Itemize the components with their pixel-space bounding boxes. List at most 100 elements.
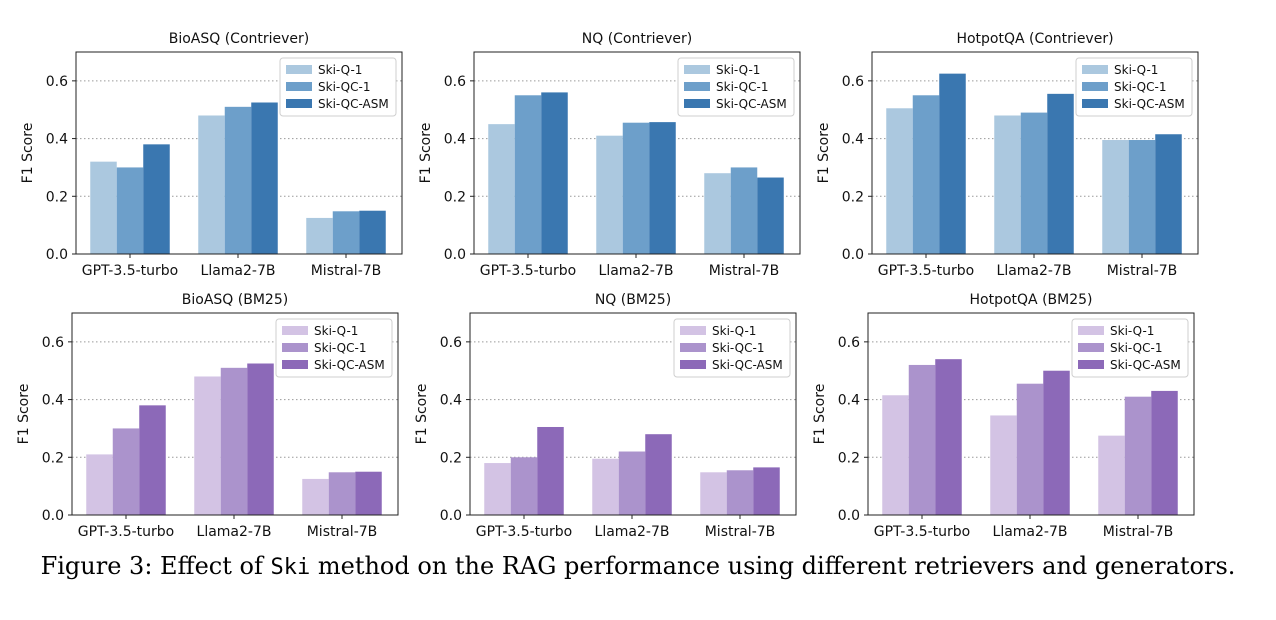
legend-swatch [282, 326, 308, 335]
bar-ski-qc-asm-mistral-7b [359, 210, 386, 254]
figure-3-chart-grid: BioASQ (Contriever) 0.0 0.2 0.4 0.6 F1 Score G… [16, 31, 1199, 540]
bar-ski-qc-1-llama2-7b [220, 367, 248, 515]
legend-swatch [1082, 99, 1108, 108]
bar-ski-qc-1-mistral-7b [332, 211, 360, 254]
bar-ski-qc-1-gpt-3-5-turbo [112, 428, 140, 515]
legend-label: Ski-QC-1 [1114, 80, 1166, 94]
bar-ski-qc-1-gpt-3-5-turbo [510, 457, 538, 515]
bar-ski-q-1-mistral-7b [1102, 140, 1129, 254]
y-tick-label: 0.6 [46, 74, 68, 90]
x-tick-label: GPT-3.5-turbo [878, 263, 975, 279]
bar-ski-qc-asm-gpt-3-5-turbo [541, 92, 568, 255]
bar-ski-q-1-llama2-7b [596, 135, 623, 254]
bar-ski-q-1-llama2-7b [592, 458, 619, 515]
y-tick-label: 0.6 [440, 335, 462, 351]
legend-label: Ski-QC-ASM [1114, 97, 1185, 111]
x-tick-label: Llama2-7B [993, 524, 1068, 540]
bar-ski-qc-1-gpt-3-5-turbo [116, 167, 144, 254]
y-tick-label: 0.6 [838, 335, 860, 351]
x-tick-label: GPT-3.5-turbo [874, 524, 971, 540]
bar-ski-qc-1-mistral-7b [726, 470, 754, 515]
x-tick-label: Llama2-7B [599, 263, 674, 279]
legend-label: Ski-Q-1 [318, 63, 362, 77]
y-axis-label: F1 Score [418, 123, 434, 184]
legend-label: Ski-QC-1 [1110, 341, 1162, 355]
y-tick-label: 0.4 [842, 132, 864, 148]
legend-label: Ski-QC-1 [712, 341, 764, 355]
x-tick-label: GPT-3.5-turbo [476, 524, 573, 540]
legend-label: Ski-QC-ASM [716, 97, 787, 111]
bar-ski-q-1-mistral-7b [1098, 435, 1125, 515]
axes-frame [75, 51, 403, 255]
caption-suffix: method on the RAG performance using diff… [310, 552, 1236, 580]
bar-ski-qc-1-gpt-3-5-turbo [908, 364, 936, 515]
chart-panel-1: BioASQ (Contriever) 0.0 0.2 0.4 0.6 F1 Score G… [20, 31, 403, 279]
x-tick-label: Llama2-7B [595, 524, 670, 540]
bar-ski-q-1-gpt-3-5-turbo [886, 108, 913, 255]
legend-label: Ski-QC-ASM [1110, 358, 1181, 372]
bar-ski-qc-asm-gpt-3-5-turbo [939, 73, 966, 255]
x-tick-label: Mistral-7B [705, 524, 776, 540]
x-tick-label: GPT-3.5-turbo [480, 263, 577, 279]
bar-ski-qc-asm-mistral-7b [757, 177, 784, 254]
y-tick-label: 0.2 [440, 450, 462, 466]
legend: Ski-Q-1 Ski-QC-1 Ski-QC-ASM [1071, 318, 1189, 378]
y-tick-label: 0.0 [838, 508, 860, 524]
y-tick-label: 0.0 [842, 247, 864, 263]
caption-code: Ski [270, 555, 311, 580]
bar-ski-qc-asm-llama2-7b [251, 102, 278, 254]
bar-ski-qc-1-gpt-3-5-turbo [912, 95, 940, 255]
chart-title: HotpotQA (Contriever) [956, 31, 1113, 47]
figure-caption: Figure 3: Effect of Ski method on the RA… [0, 552, 1276, 580]
chart-title: NQ (Contriever) [582, 31, 692, 47]
bar-ski-qc-1-llama2-7b [1016, 383, 1044, 515]
y-tick-label: 0.4 [42, 393, 64, 409]
bar-ski-qc-asm-gpt-3-5-turbo [139, 405, 166, 515]
caption-prefix: Figure 3: Effect of [40, 552, 271, 580]
bar-ski-qc-asm-llama2-7b [645, 434, 672, 515]
bar-ski-qc-1-gpt-3-5-turbo [514, 95, 542, 255]
bar-ski-q-1-mistral-7b [302, 478, 329, 515]
bar-ski-q-1-mistral-7b [306, 217, 333, 254]
bar-ski-qc-asm-mistral-7b [1151, 390, 1178, 515]
chart-title: HotpotQA (BM25) [970, 292, 1093, 308]
bar-ski-qc-asm-gpt-3-5-turbo [935, 359, 962, 515]
bar-ski-q-1-gpt-3-5-turbo [882, 395, 909, 515]
legend-label: Ski-QC-1 [716, 80, 768, 94]
legend-swatch [286, 99, 312, 108]
bar-ski-qc-asm-llama2-7b [1043, 370, 1070, 515]
bar-ski-q-1-mistral-7b [704, 173, 731, 254]
y-axis-label: F1 Score [414, 384, 430, 445]
axes-frame [71, 312, 399, 516]
legend-swatch [1082, 82, 1108, 91]
y-tick-label: 0.2 [842, 189, 864, 205]
x-tick-label: Llama2-7B [197, 524, 272, 540]
bar-ski-q-1-llama2-7b [198, 115, 225, 254]
bar-ski-q-1-llama2-7b [994, 115, 1021, 254]
legend-label: Ski-Q-1 [712, 324, 756, 338]
legend-label: Ski-QC-1 [318, 80, 370, 94]
bar-ski-q-1-mistral-7b [700, 472, 727, 515]
chart-title: NQ (BM25) [595, 292, 671, 308]
legend-label: Ski-Q-1 [1114, 63, 1158, 77]
legend-swatch [1078, 326, 1104, 335]
bar-ski-qc-1-mistral-7b [1128, 140, 1156, 254]
bar-ski-q-1-gpt-3-5-turbo [488, 124, 515, 255]
legend-label: Ski-QC-ASM [314, 358, 385, 372]
y-tick-label: 0.4 [444, 132, 466, 148]
bar-ski-qc-asm-llama2-7b [247, 363, 274, 515]
legend-swatch [282, 360, 308, 369]
axes-frame [871, 51, 1199, 255]
bar-ski-qc-asm-llama2-7b [1047, 93, 1074, 254]
y-tick-label: 0.2 [444, 189, 466, 205]
x-tick-label: Mistral-7B [1107, 263, 1178, 279]
legend-swatch [282, 343, 308, 352]
legend-label: Ski-Q-1 [1110, 324, 1154, 338]
y-tick-label: 0.0 [440, 508, 462, 524]
legend-swatch [684, 82, 710, 91]
bar-ski-qc-asm-mistral-7b [753, 467, 780, 515]
x-tick-label: GPT-3.5-turbo [78, 524, 175, 540]
y-tick-label: 0.4 [46, 132, 68, 148]
y-tick-label: 0.0 [42, 508, 64, 524]
chart-panel-3: HotpotQA (Contriever) 0.0 0.2 0.4 0.6 F1 Scor… [816, 31, 1199, 279]
